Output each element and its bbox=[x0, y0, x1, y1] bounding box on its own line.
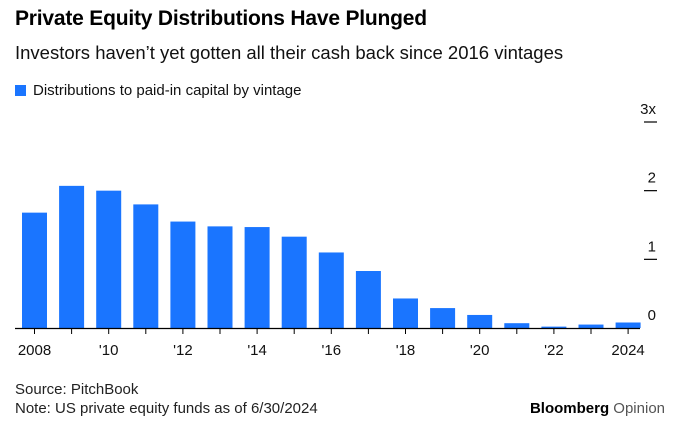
chart-footer: Source: PitchBook Note: US private equit… bbox=[15, 380, 318, 418]
bar-2012 bbox=[170, 221, 196, 328]
bar-chart: 2008 '10 '12 '14 '16 '18 '20 '22 2024 0 1 2 3x bbox=[15, 101, 657, 359]
bar-2015 bbox=[281, 236, 307, 328]
x-tick-label: 2024 bbox=[611, 342, 644, 359]
bar-2022 bbox=[541, 326, 567, 328]
bar-2013 bbox=[207, 226, 233, 328]
bar-2014 bbox=[244, 227, 270, 328]
x-tick-label: '22 bbox=[544, 342, 564, 359]
brand-primary: Bloomberg bbox=[529, 400, 610, 417]
brand-secondary: Opinion bbox=[613, 400, 665, 417]
bar-2016 bbox=[318, 252, 344, 328]
y-tick-label: 3x bbox=[640, 101, 656, 118]
x-tick-label: '14 bbox=[247, 342, 267, 359]
legend-swatch bbox=[15, 84, 26, 96]
bar-2019 bbox=[430, 308, 456, 328]
bar-2008 bbox=[22, 212, 47, 328]
data-note: Note: US private equity funds as of 6/30… bbox=[15, 400, 318, 417]
x-tick-label: 2008 bbox=[18, 342, 51, 359]
bar-2020 bbox=[467, 314, 493, 328]
x-tick-label: '20 bbox=[470, 342, 490, 359]
source-note: Source: PitchBook bbox=[15, 381, 139, 398]
bar-2011 bbox=[133, 204, 159, 328]
legend-label: Distributions to paid-in capital by vint… bbox=[33, 81, 302, 99]
bar-2023 bbox=[578, 324, 604, 328]
x-tick-label: '10 bbox=[99, 342, 119, 359]
bar-2018 bbox=[393, 298, 418, 328]
y-tick-label: 2 bbox=[648, 170, 656, 187]
x-tick-label: '18 bbox=[396, 342, 416, 359]
bar-2021 bbox=[504, 323, 530, 328]
brand-logo: Bloomberg Opinion bbox=[530, 400, 665, 417]
bar-2010 bbox=[96, 190, 122, 328]
chart-title: Private Equity Distributions Have Plunge… bbox=[15, 7, 427, 30]
x-tick-label: '12 bbox=[173, 342, 193, 359]
chart-legend: Distributions to paid-in capital by vint… bbox=[15, 80, 301, 100]
y-tick-label: 1 bbox=[648, 238, 656, 255]
bar-2024 bbox=[615, 322, 641, 328]
bar-2017 bbox=[355, 271, 381, 328]
x-tick-label: '16 bbox=[322, 342, 342, 359]
bar-2009 bbox=[59, 185, 85, 328]
y-tick-label: 0 bbox=[648, 307, 656, 324]
chart-subtitle: Investors haven’t yet gotten all their c… bbox=[15, 42, 564, 63]
